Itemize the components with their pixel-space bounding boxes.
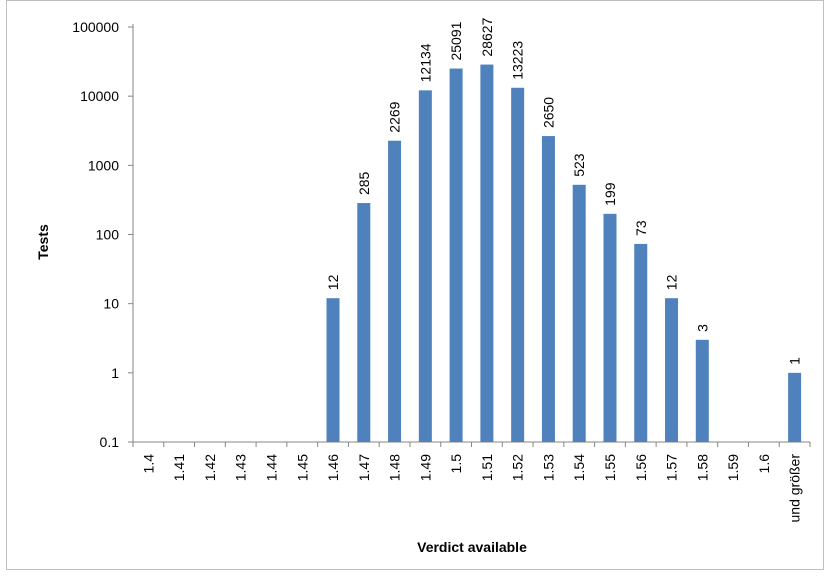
data-label: 13223	[510, 41, 526, 80]
chart-border	[6, 0, 824, 570]
x-tick-label: 1.55	[602, 454, 618, 481]
x-tick-label: 1.54	[571, 454, 587, 481]
x-tick-label: 1.45	[294, 454, 310, 481]
data-label: 73	[633, 220, 649, 236]
x-tick-label: 1.4	[140, 454, 156, 474]
x-tick-label: 1.48	[387, 454, 403, 481]
data-label: 2650	[540, 97, 556, 128]
data-label: 25091	[448, 21, 464, 60]
bar	[418, 90, 432, 443]
bar	[449, 68, 463, 443]
x-tick-label: 1.43	[233, 454, 249, 481]
y-tick-label: 10	[103, 296, 119, 312]
x-tick-label: 1.58	[694, 454, 710, 481]
bar	[572, 184, 586, 442]
x-tick-label: 1.57	[664, 454, 680, 481]
data-label: 12	[325, 274, 341, 290]
bar	[388, 140, 402, 443]
data-label: 12134	[417, 43, 433, 82]
bar	[788, 372, 802, 442]
x-tick-label: 1.52	[510, 454, 526, 481]
x-tick-label: 1.41	[171, 454, 187, 481]
x-tick-label: 1.59	[725, 454, 741, 481]
bar	[541, 136, 555, 442]
x-axis-title: Verdict available	[417, 539, 527, 555]
x-tick-label: 1.53	[540, 454, 556, 481]
x-tick-label: 1.42	[202, 454, 218, 481]
data-label: 285	[356, 171, 372, 195]
bar	[357, 203, 371, 442]
x-tick-label: 1.5	[448, 454, 464, 474]
x-tick-label: 1.47	[356, 454, 372, 481]
y-tick-label: 0.1	[100, 434, 120, 450]
bar	[511, 87, 525, 443]
bar	[695, 339, 709, 442]
data-label: 28627	[479, 17, 495, 56]
x-tick-label: 1.56	[633, 454, 649, 481]
y-tick-label: 10000	[80, 88, 119, 104]
x-tick-label: 1.44	[263, 454, 279, 481]
bar	[480, 64, 494, 443]
data-label: 1	[787, 357, 803, 365]
x-tick-label: 1.49	[417, 454, 433, 481]
bar	[665, 298, 679, 442]
x-tick-label: und größer	[787, 454, 803, 523]
x-tick-label: 1.51	[479, 454, 495, 481]
data-labels: 12 285 2269 12134 25091 28627 13223 2650 523 199 7…	[325, 17, 803, 364]
data-label: 199	[602, 182, 618, 206]
y-ticks: 0.1 1 10 100 1000 10000 100000	[72, 19, 133, 450]
y-tick-label: 1	[111, 365, 119, 381]
y-tick-label: 1000	[88, 157, 119, 173]
x-tick-label: 1.6	[756, 454, 772, 474]
data-label: 2269	[387, 101, 403, 132]
y-tick-label: 100	[96, 227, 120, 243]
data-label: 3	[694, 324, 710, 332]
x-tick-label: 1.46	[325, 454, 341, 481]
bar	[634, 243, 648, 442]
bar	[326, 298, 340, 442]
y-tick-label: 100000	[72, 19, 119, 35]
data-label: 523	[571, 153, 587, 177]
bar	[603, 213, 617, 442]
bars	[326, 64, 802, 443]
x-ticks: 1.4 1.41 1.42 1.43 1.44 1.45 1.46 1.47 1.48 1.49 1…	[132, 442, 811, 523]
data-label: 12	[664, 274, 680, 290]
y-axis-title: Tests	[35, 224, 51, 260]
